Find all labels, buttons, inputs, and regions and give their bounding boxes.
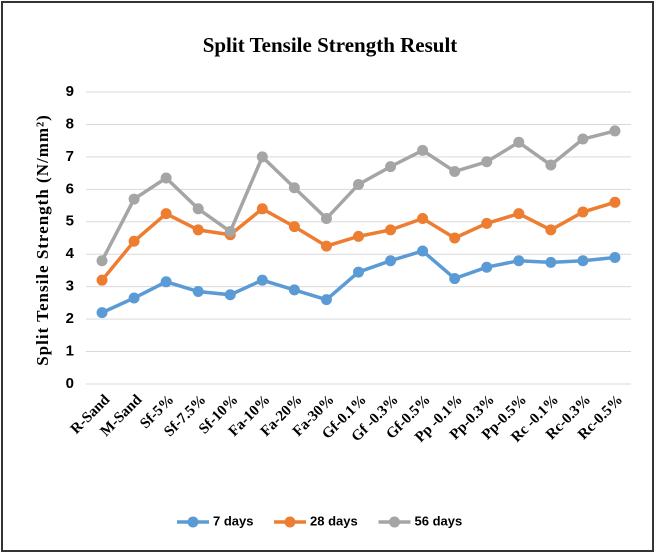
point	[128, 193, 140, 205]
point	[353, 266, 364, 278]
y-tick-label: 8	[66, 115, 74, 132]
point	[577, 206, 589, 218]
point	[160, 208, 172, 220]
point	[256, 274, 268, 286]
point	[609, 196, 621, 208]
point	[192, 224, 204, 236]
point	[288, 284, 300, 296]
point	[513, 255, 525, 267]
point	[256, 203, 268, 215]
y-tick-label: 9	[66, 83, 74, 100]
point	[481, 217, 493, 229]
point	[545, 256, 557, 268]
point	[577, 133, 589, 145]
chart-title: Split Tensile Strength Result	[203, 33, 458, 57]
point	[481, 156, 493, 168]
point	[320, 294, 332, 306]
point	[449, 273, 461, 285]
point	[609, 251, 621, 263]
point	[160, 172, 172, 184]
y-tick-label: 7	[66, 148, 74, 165]
y-tick-label: 3	[66, 278, 74, 295]
point	[385, 255, 397, 267]
legend-label: 56 days	[415, 513, 463, 528]
point	[96, 274, 108, 286]
point	[417, 213, 429, 225]
y-tick-label: 1	[66, 343, 74, 360]
point	[96, 255, 108, 267]
point	[481, 261, 493, 273]
point	[545, 159, 557, 171]
legend-label: 28 days	[310, 513, 358, 528]
y-axis-label: Split Tensile Strength (N/mm²)	[33, 114, 52, 366]
point	[385, 161, 397, 173]
y-tick-label: 0	[66, 375, 74, 392]
point	[513, 208, 525, 220]
point	[417, 144, 429, 156]
point	[288, 182, 300, 194]
y-tick-label: 2	[66, 310, 74, 327]
legend-marker	[187, 516, 199, 528]
legend-label: 7 days	[213, 513, 253, 528]
point	[320, 213, 332, 225]
point	[256, 151, 268, 163]
point	[128, 292, 140, 304]
point	[609, 125, 621, 137]
point	[192, 203, 204, 215]
point	[449, 165, 461, 177]
point	[385, 224, 397, 236]
point	[449, 232, 461, 244]
point	[224, 289, 236, 301]
point	[545, 224, 557, 236]
point	[353, 178, 364, 190]
point	[353, 230, 364, 242]
legend-marker	[389, 516, 400, 528]
y-tick-label: 4	[66, 245, 75, 262]
point	[192, 286, 204, 298]
point	[96, 307, 108, 319]
y-tick-label: 5	[66, 213, 74, 230]
legend-marker	[284, 516, 296, 528]
point	[513, 136, 525, 148]
point	[160, 276, 172, 288]
point	[417, 245, 429, 257]
point	[128, 235, 140, 247]
point	[288, 221, 300, 233]
y-tick-label: 6	[66, 180, 74, 197]
point	[320, 240, 332, 252]
point	[577, 255, 589, 267]
point	[224, 226, 236, 238]
